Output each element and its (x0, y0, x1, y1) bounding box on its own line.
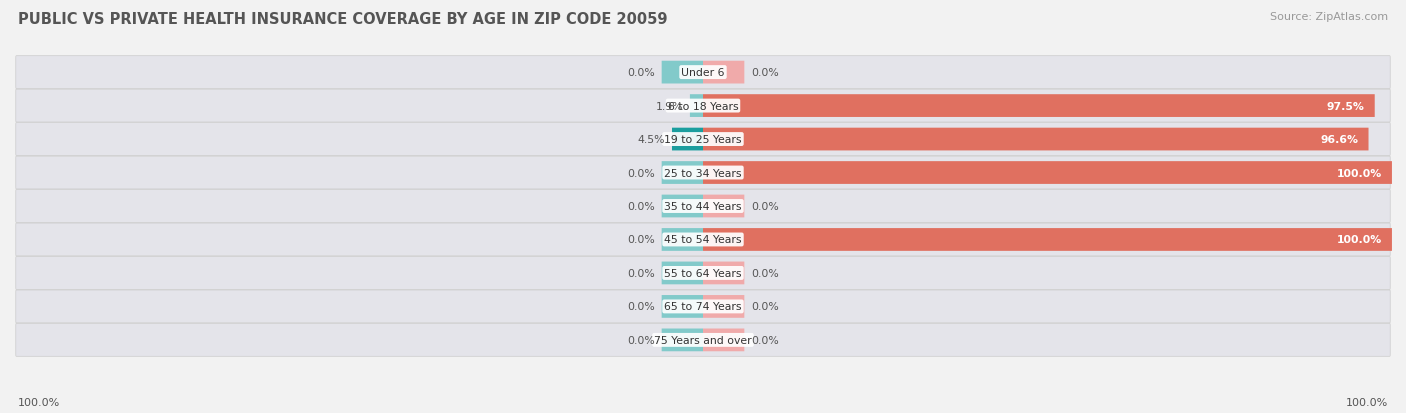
FancyBboxPatch shape (15, 257, 1391, 290)
FancyBboxPatch shape (672, 128, 703, 151)
FancyBboxPatch shape (662, 228, 703, 251)
Text: 0.0%: 0.0% (627, 168, 655, 178)
Text: 75 Years and over: 75 Years and over (654, 335, 752, 345)
Text: 0.0%: 0.0% (627, 301, 655, 312)
Text: 0.0%: 0.0% (627, 268, 655, 278)
FancyBboxPatch shape (15, 90, 1391, 123)
Text: 0.0%: 0.0% (751, 68, 779, 78)
Text: 0.0%: 0.0% (627, 235, 655, 245)
Text: 35 to 44 Years: 35 to 44 Years (664, 202, 742, 211)
FancyBboxPatch shape (15, 123, 1391, 156)
Text: 4.5%: 4.5% (637, 135, 665, 145)
Text: 100.0%: 100.0% (1346, 397, 1388, 407)
Text: 45 to 54 Years: 45 to 54 Years (664, 235, 742, 245)
Text: 65 to 74 Years: 65 to 74 Years (664, 301, 742, 312)
FancyBboxPatch shape (662, 195, 703, 218)
Text: Source: ZipAtlas.com: Source: ZipAtlas.com (1270, 12, 1388, 22)
FancyBboxPatch shape (703, 62, 744, 84)
Text: 100.0%: 100.0% (1336, 168, 1382, 178)
FancyBboxPatch shape (15, 190, 1391, 223)
Text: 55 to 64 Years: 55 to 64 Years (664, 268, 742, 278)
Text: 0.0%: 0.0% (627, 335, 655, 345)
Text: 25 to 34 Years: 25 to 34 Years (664, 168, 742, 178)
FancyBboxPatch shape (662, 295, 703, 318)
Text: 0.0%: 0.0% (751, 301, 779, 312)
Text: 96.6%: 96.6% (1320, 135, 1358, 145)
FancyBboxPatch shape (703, 329, 744, 351)
FancyBboxPatch shape (703, 228, 1392, 251)
Text: 19 to 25 Years: 19 to 25 Years (664, 135, 742, 145)
Text: 1.9%: 1.9% (655, 101, 683, 112)
FancyBboxPatch shape (15, 223, 1391, 256)
FancyBboxPatch shape (662, 162, 703, 185)
Text: 100.0%: 100.0% (18, 397, 60, 407)
FancyBboxPatch shape (703, 195, 744, 218)
Text: 0.0%: 0.0% (751, 268, 779, 278)
FancyBboxPatch shape (662, 62, 703, 84)
FancyBboxPatch shape (15, 57, 1391, 89)
Text: 97.5%: 97.5% (1326, 101, 1364, 112)
FancyBboxPatch shape (15, 290, 1391, 323)
FancyBboxPatch shape (662, 262, 703, 285)
FancyBboxPatch shape (662, 329, 703, 351)
Text: 0.0%: 0.0% (627, 202, 655, 211)
Text: 0.0%: 0.0% (751, 335, 779, 345)
FancyBboxPatch shape (15, 324, 1391, 356)
FancyBboxPatch shape (703, 162, 1392, 185)
Text: 0.0%: 0.0% (627, 68, 655, 78)
FancyBboxPatch shape (703, 295, 744, 318)
FancyBboxPatch shape (15, 157, 1391, 190)
Text: 6 to 18 Years: 6 to 18 Years (668, 101, 738, 112)
Text: PUBLIC VS PRIVATE HEALTH INSURANCE COVERAGE BY AGE IN ZIP CODE 20059: PUBLIC VS PRIVATE HEALTH INSURANCE COVER… (18, 12, 668, 27)
FancyBboxPatch shape (690, 95, 703, 118)
FancyBboxPatch shape (703, 95, 1375, 118)
FancyBboxPatch shape (703, 262, 744, 285)
FancyBboxPatch shape (703, 128, 1368, 151)
Text: Under 6: Under 6 (682, 68, 724, 78)
Text: 100.0%: 100.0% (1336, 235, 1382, 245)
Text: 0.0%: 0.0% (751, 202, 779, 211)
